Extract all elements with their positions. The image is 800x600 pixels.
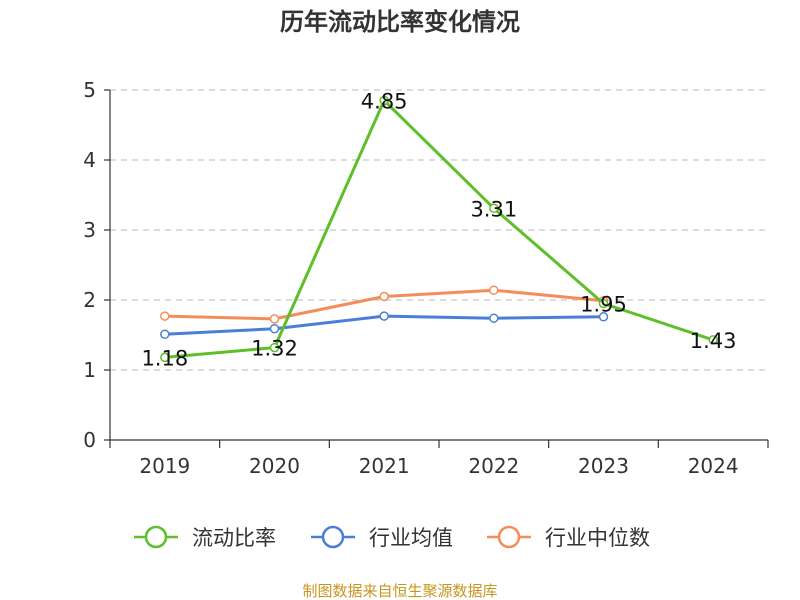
data-point (489, 313, 499, 323)
data-point (160, 329, 170, 340)
data-point (598, 298, 609, 309)
legend: 流动比率 行业均值 行业中位数 (134, 525, 650, 550)
legend-label-0: 流动比率 (192, 526, 276, 550)
y-tick-label: 0 (83, 428, 96, 452)
y-tick-label: 2 (83, 288, 96, 312)
data-point (160, 352, 170, 363)
x-tick-label: 2022 (468, 454, 519, 478)
chart-title: 历年流动比率变化情况 (280, 8, 520, 36)
x-tick-label: 2023 (578, 454, 629, 478)
series-group (160, 95, 718, 363)
data-point (269, 342, 280, 353)
legend-label-2: 行业中位数 (545, 526, 650, 550)
data-point (489, 203, 499, 214)
x-tick-label: 2021 (359, 454, 410, 478)
data-point (269, 314, 280, 324)
y-tick-label: 1 (83, 358, 96, 382)
legend-marker-1 (321, 525, 345, 549)
source-note: 制图数据来自恒生聚源数据库 (302, 582, 497, 600)
data-point (379, 291, 389, 302)
x-tick-label: 2024 (688, 454, 739, 478)
series-line-0 (164, 99, 714, 359)
data-point (598, 312, 609, 322)
data-point (379, 95, 389, 106)
data-label: 1.95 (580, 293, 627, 317)
y-tick-label: 4 (83, 148, 96, 172)
data-point (269, 323, 280, 334)
data-labels: 1.18 1.32 4.85 3.31 1.95 1.43 (141, 90, 736, 371)
grid (110, 89, 768, 371)
data-label: 1.43 (690, 329, 737, 353)
y-tick-label: 3 (83, 218, 96, 242)
data-point (708, 335, 718, 345)
data-point (160, 311, 170, 321)
data-label: 3.31 (470, 197, 517, 221)
axes: 0 1 2 3 4 5 2019 2020 2021 2022 2023 2024 (83, 78, 769, 478)
legend-label-1: 行业均值 (369, 526, 453, 550)
x-tick-label: 2020 (249, 454, 300, 478)
legend-marker-2 (497, 525, 521, 549)
data-label: 1.32 (251, 337, 298, 361)
legend-marker-0 (144, 525, 168, 549)
data-point (379, 311, 389, 321)
x-tick-label: 2019 (139, 454, 190, 478)
data-label: 1.18 (141, 346, 188, 370)
data-point (489, 285, 499, 295)
y-tick-label: 5 (83, 78, 96, 102)
data-label: 4.85 (361, 90, 408, 114)
